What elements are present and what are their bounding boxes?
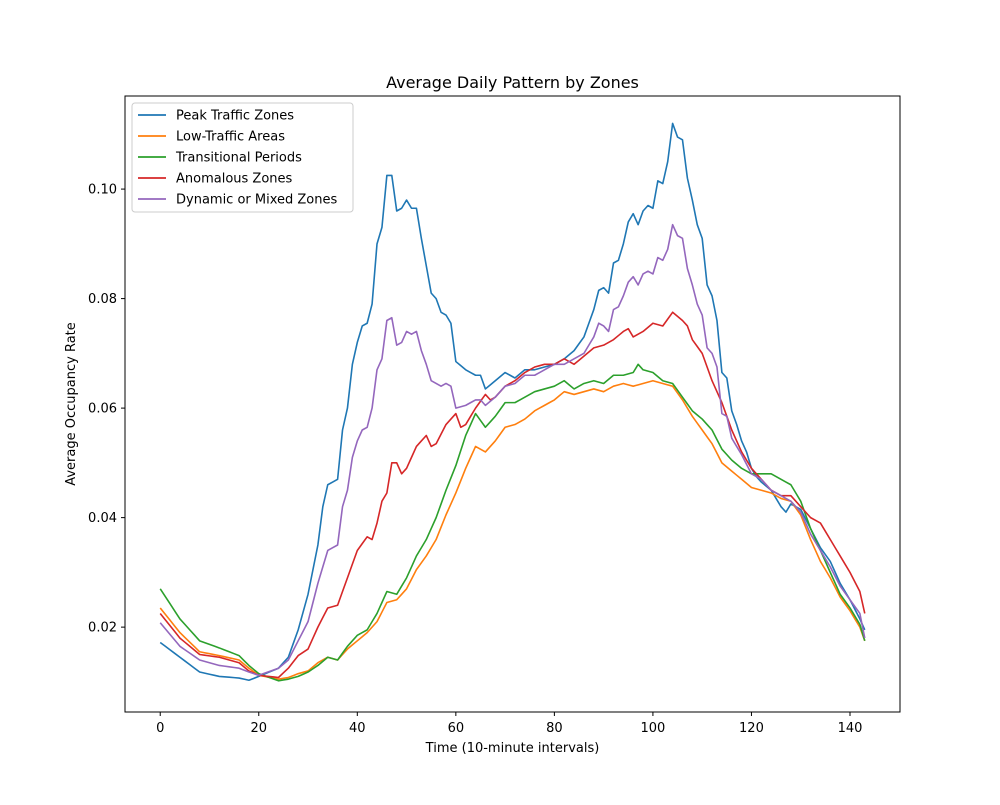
x-tick-label: 40 bbox=[349, 721, 366, 736]
y-tick-label: 0.04 bbox=[88, 511, 117, 526]
chart-title: Average Daily Pattern by Zones bbox=[386, 73, 639, 92]
legend-box bbox=[131, 102, 354, 213]
legend-label-3: Anomalous Zones bbox=[176, 172, 293, 187]
y-axis-ticks: 0.02 0.04 0.06 0.08 0.10 bbox=[88, 183, 125, 636]
plot-area-frame bbox=[124, 95, 901, 713]
series-line-2 bbox=[159, 363, 866, 682]
x-tick-label: 80 bbox=[546, 721, 563, 736]
y-tick-label: 0.02 bbox=[88, 621, 117, 636]
x-axis-ticks: 0 20 40 60 80 100 120 140 bbox=[156, 712, 862, 736]
y-tick-label: 0.10 bbox=[88, 183, 117, 198]
series-line-4 bbox=[159, 223, 866, 677]
series-line-1 bbox=[159, 379, 866, 680]
y-tick-label: 0.08 bbox=[88, 292, 117, 307]
y-axis-label: Average Occupancy Rate bbox=[64, 322, 79, 486]
legend-label-4: Dynamic or Mixed Zones bbox=[176, 193, 337, 208]
legend-label-1: Low-Traffic Areas bbox=[176, 130, 285, 145]
x-tick-label: 140 bbox=[838, 721, 863, 736]
legend: Peak Traffic Zones Low-Traffic Areas Trans… bbox=[131, 102, 354, 213]
x-tick-label: 120 bbox=[739, 721, 764, 736]
y-tick-label: 0.06 bbox=[88, 402, 117, 417]
legend-label-0: Peak Traffic Zones bbox=[176, 109, 294, 124]
legend-label-2: Transitional Periods bbox=[175, 151, 302, 166]
x-tick-label: 60 bbox=[448, 721, 465, 736]
series-line-3 bbox=[159, 311, 866, 679]
series-layer bbox=[159, 122, 866, 682]
x-tick-label: 20 bbox=[250, 721, 267, 736]
x-tick-label: 0 bbox=[156, 721, 164, 736]
x-axis-label: Time (10-minute intervals) bbox=[425, 741, 600, 756]
x-tick-label: 100 bbox=[641, 721, 666, 736]
